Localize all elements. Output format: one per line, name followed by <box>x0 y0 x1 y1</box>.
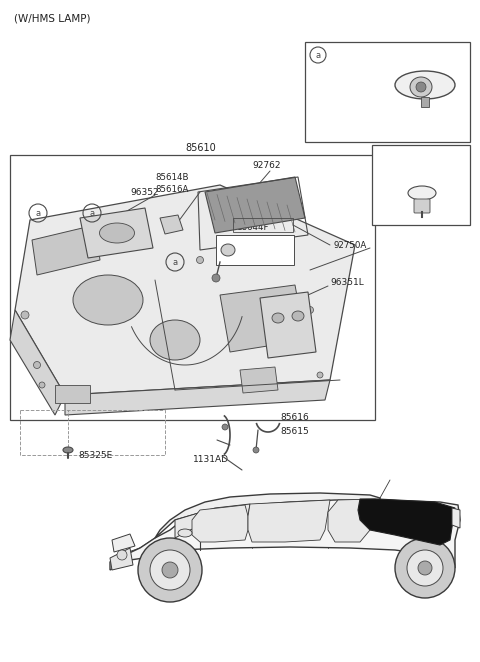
Polygon shape <box>10 310 65 415</box>
Polygon shape <box>160 215 183 234</box>
Circle shape <box>222 424 228 430</box>
Ellipse shape <box>178 529 192 537</box>
Circle shape <box>253 447 259 453</box>
Bar <box>55 385 90 403</box>
Ellipse shape <box>292 311 304 321</box>
Ellipse shape <box>63 447 73 453</box>
Text: 92762: 92762 <box>252 160 280 169</box>
Bar <box>216 235 294 265</box>
Text: a: a <box>36 209 41 218</box>
Polygon shape <box>110 548 133 570</box>
Ellipse shape <box>221 244 235 256</box>
Text: a: a <box>172 258 178 267</box>
Text: (W/HMS LAMP): (W/HMS LAMP) <box>14 13 91 23</box>
Text: 1131AD: 1131AD <box>193 455 229 465</box>
Ellipse shape <box>410 77 432 97</box>
Text: 89855B: 89855B <box>325 81 359 91</box>
Text: a: a <box>315 50 321 60</box>
Circle shape <box>196 256 204 263</box>
Circle shape <box>212 274 220 282</box>
Polygon shape <box>220 285 305 352</box>
Circle shape <box>162 562 178 578</box>
Text: a: a <box>89 209 95 218</box>
Circle shape <box>307 307 313 314</box>
Text: 18644F: 18644F <box>236 222 268 232</box>
Circle shape <box>39 382 45 388</box>
Polygon shape <box>260 292 316 358</box>
Polygon shape <box>248 500 330 542</box>
Text: 85616: 85616 <box>280 414 309 422</box>
Polygon shape <box>328 499 378 542</box>
Circle shape <box>416 82 426 92</box>
Text: 84668: 84668 <box>340 97 368 105</box>
Circle shape <box>317 372 323 378</box>
Polygon shape <box>175 504 250 538</box>
Polygon shape <box>110 498 460 570</box>
Polygon shape <box>240 367 278 393</box>
Polygon shape <box>452 508 460 528</box>
Circle shape <box>262 254 268 261</box>
Circle shape <box>395 538 455 598</box>
Ellipse shape <box>73 275 143 325</box>
Circle shape <box>34 361 40 369</box>
Polygon shape <box>80 208 153 258</box>
Text: 96352: 96352 <box>130 187 158 197</box>
Text: 92750A: 92750A <box>333 240 366 250</box>
Circle shape <box>117 550 127 560</box>
Bar <box>233 218 293 232</box>
Polygon shape <box>32 225 100 275</box>
Bar <box>10 155 375 420</box>
Ellipse shape <box>272 313 284 323</box>
Polygon shape <box>205 177 305 233</box>
Bar <box>305 42 470 142</box>
Polygon shape <box>112 534 135 552</box>
Polygon shape <box>65 380 330 415</box>
Text: 85325E: 85325E <box>78 451 112 459</box>
Polygon shape <box>155 493 380 538</box>
Polygon shape <box>358 499 455 545</box>
Polygon shape <box>15 185 355 395</box>
Ellipse shape <box>408 186 436 200</box>
Text: 85615: 85615 <box>280 428 309 436</box>
Text: 85614B: 85614B <box>155 173 189 181</box>
Circle shape <box>418 561 432 575</box>
Circle shape <box>407 550 443 586</box>
Bar <box>421 97 429 107</box>
Ellipse shape <box>99 223 134 243</box>
Ellipse shape <box>395 71 455 99</box>
FancyBboxPatch shape <box>414 199 430 213</box>
Text: 85610: 85610 <box>185 143 216 153</box>
Text: 1194GB: 1194GB <box>378 148 413 158</box>
Circle shape <box>150 550 190 590</box>
Polygon shape <box>192 505 248 542</box>
Bar <box>372 145 470 225</box>
Circle shape <box>21 311 29 319</box>
Ellipse shape <box>150 320 200 360</box>
Text: 96351L: 96351L <box>330 277 364 287</box>
Text: 85616A: 85616A <box>155 185 188 193</box>
Circle shape <box>138 538 202 602</box>
